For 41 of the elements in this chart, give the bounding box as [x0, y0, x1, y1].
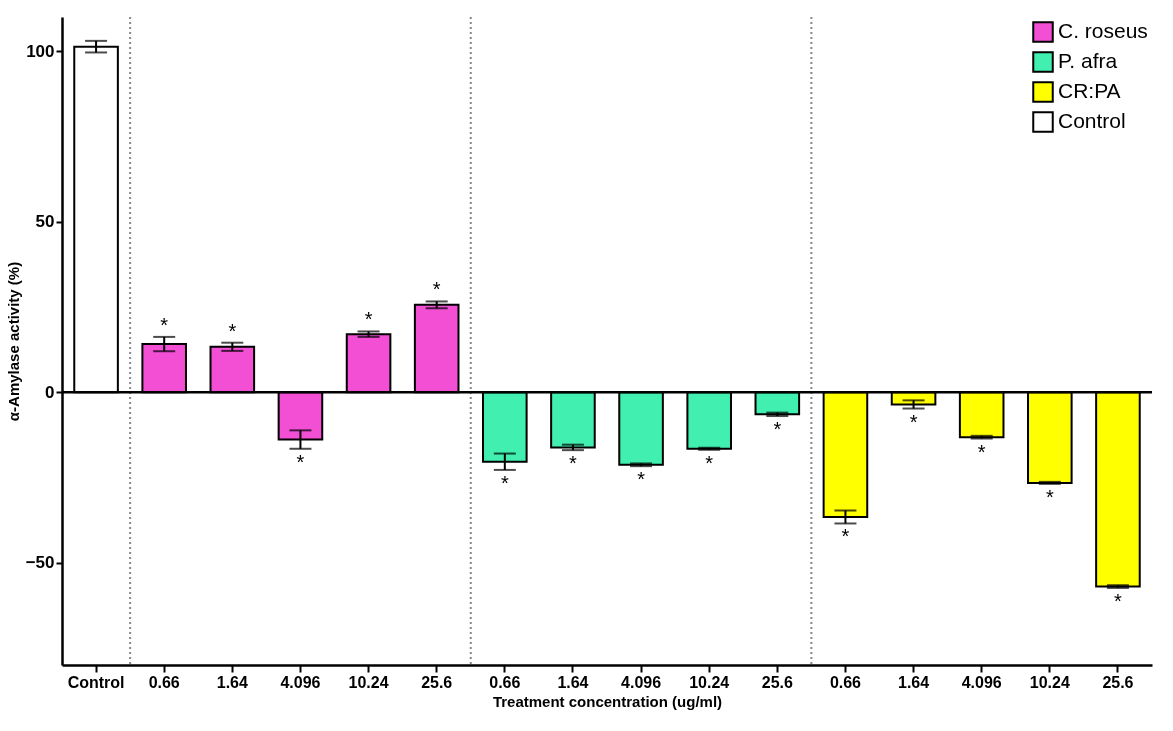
data-label: *	[637, 468, 646, 491]
x-tick-label: 10.24	[1029, 673, 1070, 691]
y-tick-label: 50	[35, 212, 55, 232]
y-axis-title: α-Amylase activity (%)	[4, 261, 22, 422]
x-tick-label: 1.64	[216, 673, 248, 691]
x-tick-label: 4.096	[280, 673, 321, 691]
x-tick-label: 25.6	[421, 673, 453, 691]
data-label: *	[296, 450, 305, 473]
x-tick-label: 25.6	[1102, 673, 1134, 691]
data-label: *	[977, 440, 986, 463]
data-label: *	[1045, 485, 1054, 508]
y-tick-label: 100	[26, 41, 55, 61]
legend-label: P. afra	[1058, 49, 1118, 72]
data-label: *	[160, 313, 169, 336]
y-tick-label: −50	[25, 553, 55, 573]
x-tick-label: 10.24	[689, 673, 730, 691]
data-label: *	[705, 451, 714, 474]
data-label: *	[773, 418, 782, 441]
x-tick-label: 0.66	[148, 673, 180, 691]
data-label: *	[841, 525, 850, 548]
y-tick-label: 0	[45, 382, 55, 402]
x-tick-label: 4.096	[961, 673, 1002, 691]
data-label: *	[569, 452, 578, 475]
data-label: *	[909, 410, 918, 433]
x-axis-title: Treatment concentration (ug/ml)	[492, 692, 723, 710]
x-tick-label: 0.66	[489, 673, 521, 691]
data-label: *	[1114, 589, 1123, 612]
legend-label: C. roseus	[1058, 19, 1148, 42]
x-tick-label: 4.096	[621, 673, 662, 691]
x-tick-label: Control	[67, 673, 125, 691]
x-tick-label: 25.6	[761, 673, 793, 691]
x-tick-label: 1.64	[557, 673, 589, 691]
data-label: *	[364, 308, 373, 331]
data-label: *	[432, 278, 441, 301]
data-label: *	[228, 319, 237, 342]
legend-label: Control	[1058, 109, 1126, 132]
x-tick-label: 1.64	[897, 673, 930, 691]
data-label: *	[500, 471, 509, 494]
x-tick-label: 0.66	[829, 673, 862, 691]
legend-label: CR:PA	[1058, 79, 1121, 102]
x-tick-label: 10.24	[348, 673, 389, 691]
